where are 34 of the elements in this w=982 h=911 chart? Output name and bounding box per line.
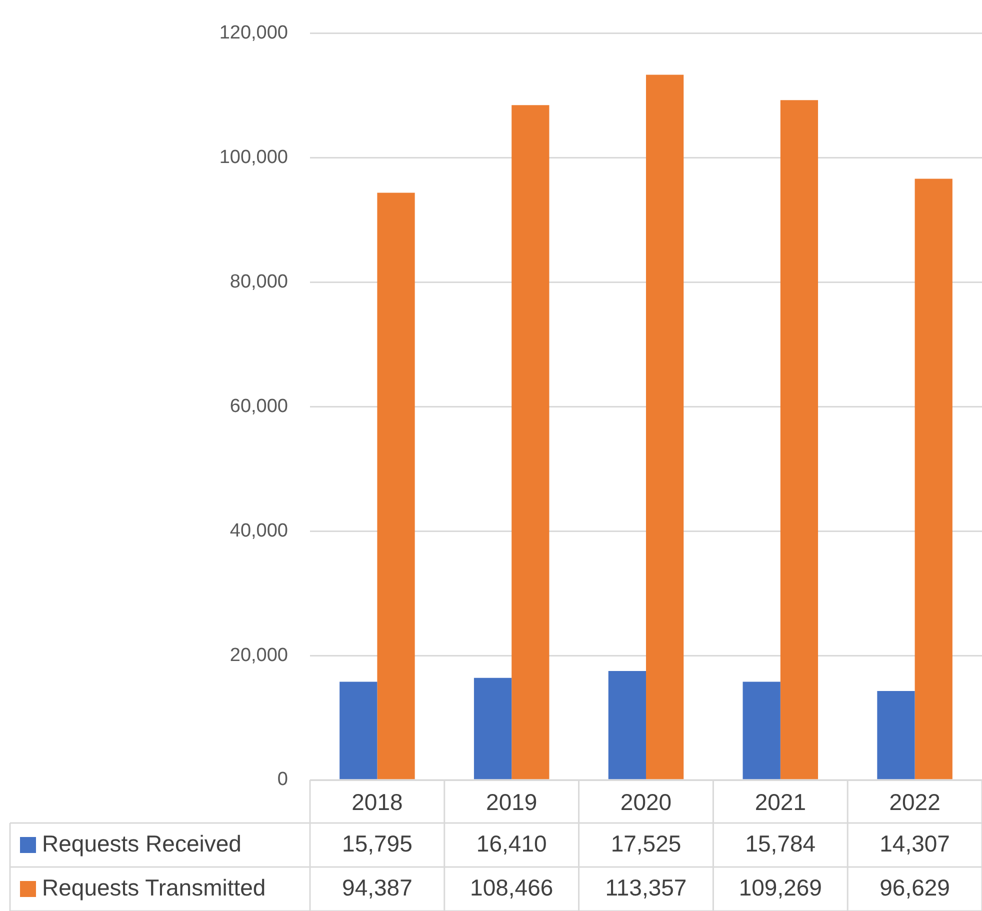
data-label: 108,466 bbox=[470, 874, 554, 900]
data-label: 113,357 bbox=[605, 874, 687, 900]
x-tick-label: 2018 bbox=[352, 789, 403, 816]
bar bbox=[914, 178, 952, 780]
y-tick-label: 0 bbox=[277, 769, 288, 790]
data-label: 109,269 bbox=[738, 874, 822, 900]
bar bbox=[877, 690, 915, 780]
y-tick-label: 100,000 bbox=[219, 147, 288, 168]
y-tick-label: 120,000 bbox=[219, 22, 288, 44]
bar bbox=[512, 105, 550, 780]
data-label: 17,525 bbox=[610, 830, 682, 856]
x-tick-label: 2021 bbox=[754, 789, 806, 816]
data-label: 96,629 bbox=[880, 874, 950, 900]
y-tick-label: 40,000 bbox=[230, 520, 288, 542]
data-label: 16,410 bbox=[476, 830, 547, 856]
data-label: 94,387 bbox=[342, 874, 412, 900]
bar bbox=[780, 100, 818, 780]
y-tick-label: 80,000 bbox=[230, 272, 288, 292]
bar bbox=[742, 682, 780, 780]
y-tick-label: 60,000 bbox=[230, 396, 288, 417]
bar bbox=[646, 74, 684, 780]
x-tick-label: 2019 bbox=[486, 789, 538, 816]
bar bbox=[608, 670, 646, 780]
legend-label: Requests Transmitted bbox=[42, 874, 266, 900]
x-tick-label: 2020 bbox=[620, 789, 672, 816]
bar bbox=[474, 678, 512, 780]
data-label: 15,784 bbox=[745, 830, 816, 856]
x-tick-label: 2022 bbox=[889, 789, 940, 816]
bar bbox=[340, 682, 378, 780]
legend-label: Requests Received bbox=[42, 830, 242, 856]
data-label: 14,307 bbox=[880, 830, 950, 856]
data-label: 15,795 bbox=[342, 830, 412, 856]
y-tick-label: 20,000 bbox=[230, 644, 288, 666]
bar bbox=[377, 192, 415, 780]
